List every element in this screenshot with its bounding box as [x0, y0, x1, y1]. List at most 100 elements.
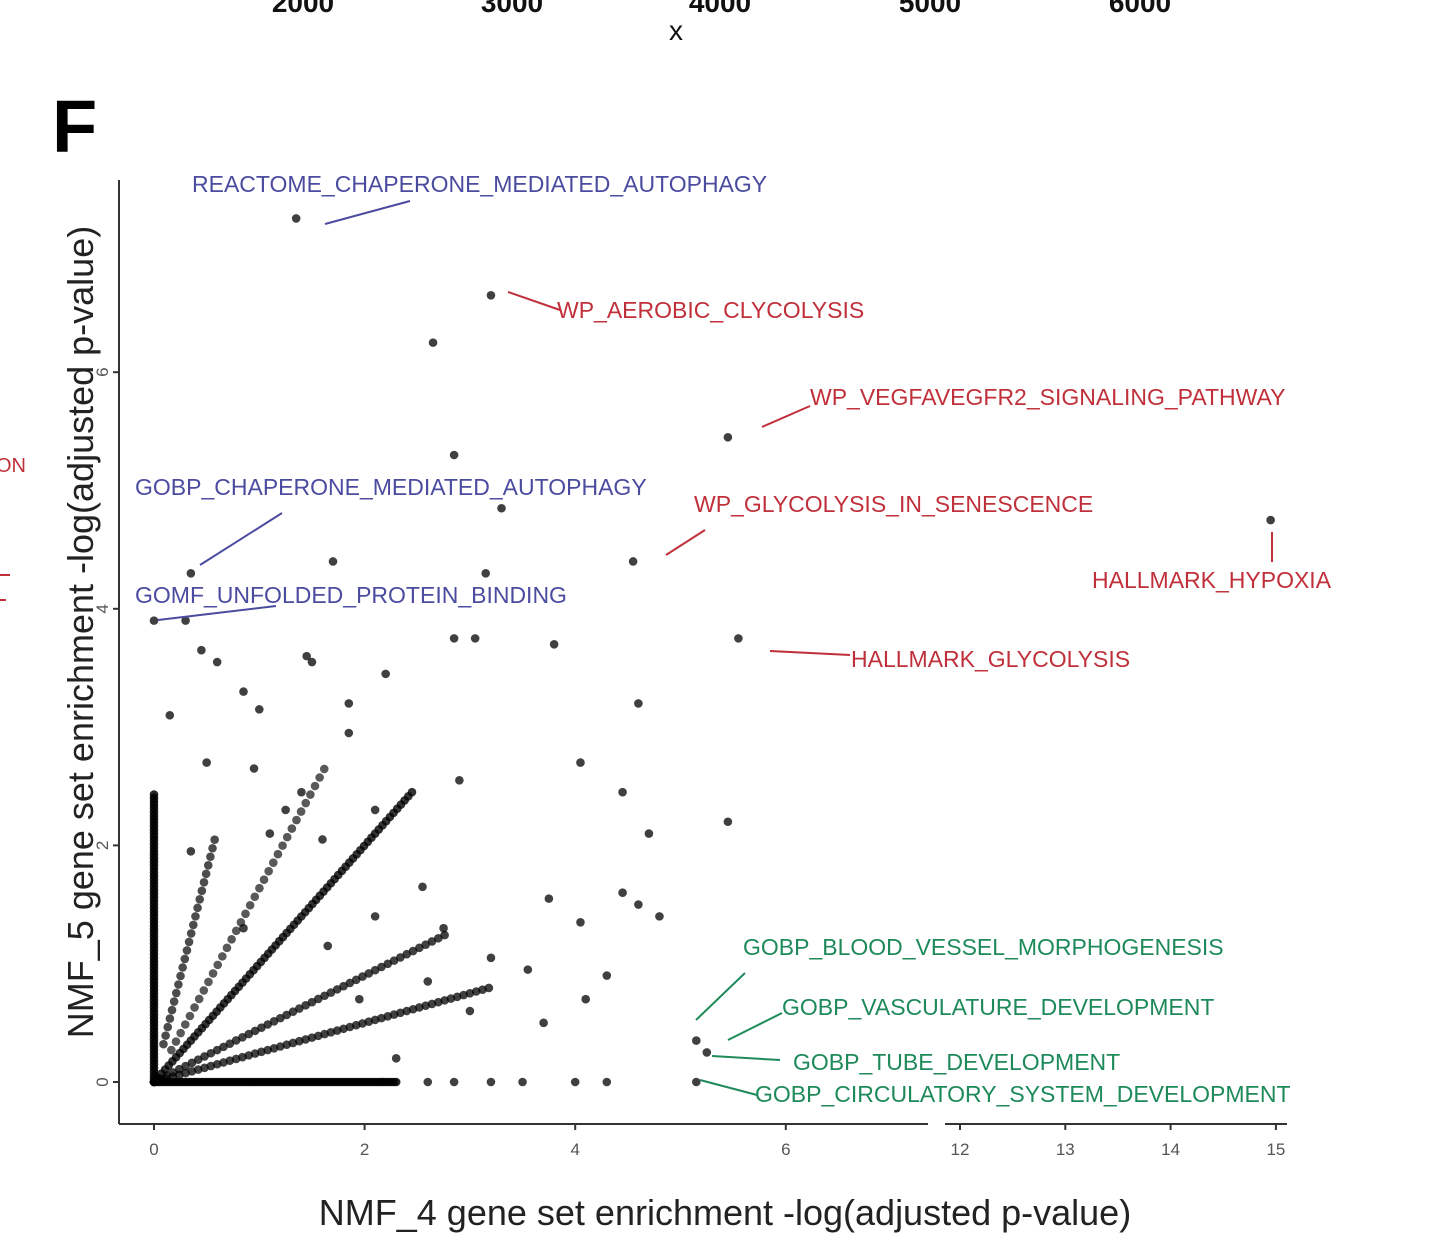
data-point: [208, 843, 217, 853]
data-point: [381, 669, 390, 679]
data-point: [428, 338, 438, 347]
annotation-leader-line: [324, 200, 411, 225]
data-point: [306, 790, 315, 799]
points: [149, 214, 1275, 1087]
data-point: [549, 639, 559, 649]
annotation-label: HALLMARK_HYPOXIA: [1092, 567, 1332, 593]
data-point: [208, 969, 218, 978]
y-axis-title: NMF_5 gene set enrichment -log(adjusted …: [60, 226, 101, 1038]
annotation-label: WP_AEROBIC_CLYCOLYSIS: [557, 297, 864, 323]
data-point: [539, 1018, 548, 1028]
data-point: [212, 657, 222, 667]
panel-letter: F: [52, 85, 97, 168]
data-point: [195, 895, 205, 904]
data-point: [182, 946, 192, 955]
data-point: [470, 634, 480, 643]
data-point: [222, 943, 232, 953]
annotation-label: WP_VEGFAVEGFR2_SIGNALING_PATHWAY: [810, 384, 1285, 410]
axis-break-gap: [929, 1100, 944, 1140]
data-point: [245, 900, 255, 910]
data-point: [185, 1011, 195, 1021]
data-point: [231, 926, 241, 936]
data-point: [328, 557, 338, 566]
data-point: [655, 912, 664, 921]
data-point: [176, 971, 185, 981]
data-point: [423, 1077, 433, 1087]
data-point: [440, 930, 449, 940]
data-point: [254, 705, 264, 714]
data-point: [497, 503, 506, 513]
data-point: [186, 929, 196, 938]
data-point: [259, 875, 269, 885]
data-point: [161, 1031, 170, 1040]
data-point: [297, 787, 306, 797]
data-point: [163, 1022, 173, 1032]
x-tick-label: 13: [1056, 1140, 1075, 1159]
data-point: [281, 805, 290, 815]
data-point: [291, 214, 301, 223]
data-point: [227, 935, 236, 944]
data-point: [178, 963, 187, 972]
data-point: [702, 1048, 712, 1057]
annotation-label: REACTOME_CHAPERONE_MEDIATED_AUTOPHAGY: [192, 171, 767, 197]
y-tick-label: 2: [93, 841, 112, 850]
top-cropped-axis: 2000 3000 4000 5000 6000 x: [272, 0, 1171, 46]
data-point: [165, 710, 175, 720]
x-tick-label: 15: [1266, 1140, 1285, 1159]
data-point: [278, 841, 287, 850]
data-point: [355, 994, 364, 1004]
data-point: [449, 634, 459, 643]
data-point: [180, 954, 190, 964]
data-point: [273, 849, 283, 859]
annotation-label: WP_GLYCOLYSIS_IN_SENESCENCE: [694, 491, 1093, 517]
data-point: [213, 960, 223, 970]
data-point: [407, 787, 417, 797]
data-point: [570, 1077, 580, 1087]
data-point: [1266, 515, 1275, 525]
data-point: [391, 1054, 401, 1063]
data-point: [210, 835, 219, 845]
annotation-leader-line: [507, 291, 561, 311]
data-point: [149, 616, 159, 625]
data-point: [576, 758, 585, 767]
data-point: [203, 860, 213, 870]
annotation-label: GOBP_CHAPERONE_MEDIATED_AUTOPHAGY: [135, 474, 647, 500]
data-point: [315, 773, 324, 782]
axes: [118, 180, 1287, 1140]
data-point: [186, 569, 196, 578]
data-point: [194, 994, 204, 1004]
data-point: [486, 953, 496, 963]
data-point: [250, 892, 260, 902]
data-point: [197, 645, 206, 655]
x-tick-label: 0: [149, 1140, 158, 1159]
x-tick-label: 4: [570, 1140, 579, 1159]
x-tick-label: 12: [951, 1140, 970, 1159]
y-tick-label: 0: [93, 1077, 112, 1086]
data-point: [602, 1077, 612, 1087]
data-point: [544, 894, 554, 903]
annotation-label: GOBP_BLOOD_VESSEL_MORPHOGENESIS: [743, 934, 1224, 960]
data-point: [265, 829, 275, 838]
data-point: [418, 882, 427, 892]
data-point: [344, 728, 354, 738]
data-point: [169, 997, 179, 1006]
data-point: [486, 1077, 496, 1087]
data-point: [287, 824, 297, 833]
data-point: [201, 869, 211, 879]
annotation-label: GOBP_CIRCULATORY_SYSTEM_DEVELOPMENT: [755, 1081, 1291, 1107]
data-point: [239, 687, 248, 696]
data-point: [634, 699, 643, 708]
data-point: [370, 912, 380, 921]
data-point: [486, 291, 496, 300]
data-point: [449, 450, 459, 460]
data-point: [269, 858, 278, 867]
data-point: [439, 923, 448, 933]
data-point: [691, 1036, 701, 1045]
top-tick-label: 6000: [1109, 0, 1171, 18]
data-point: [241, 909, 250, 919]
data-point: [249, 764, 259, 773]
annotation-label: GOBP_TUBE_DEVELOPMENT: [793, 1049, 1120, 1075]
annotation-leader-line: [769, 650, 851, 656]
data-point: [391, 1077, 401, 1087]
data-point: [307, 657, 317, 667]
